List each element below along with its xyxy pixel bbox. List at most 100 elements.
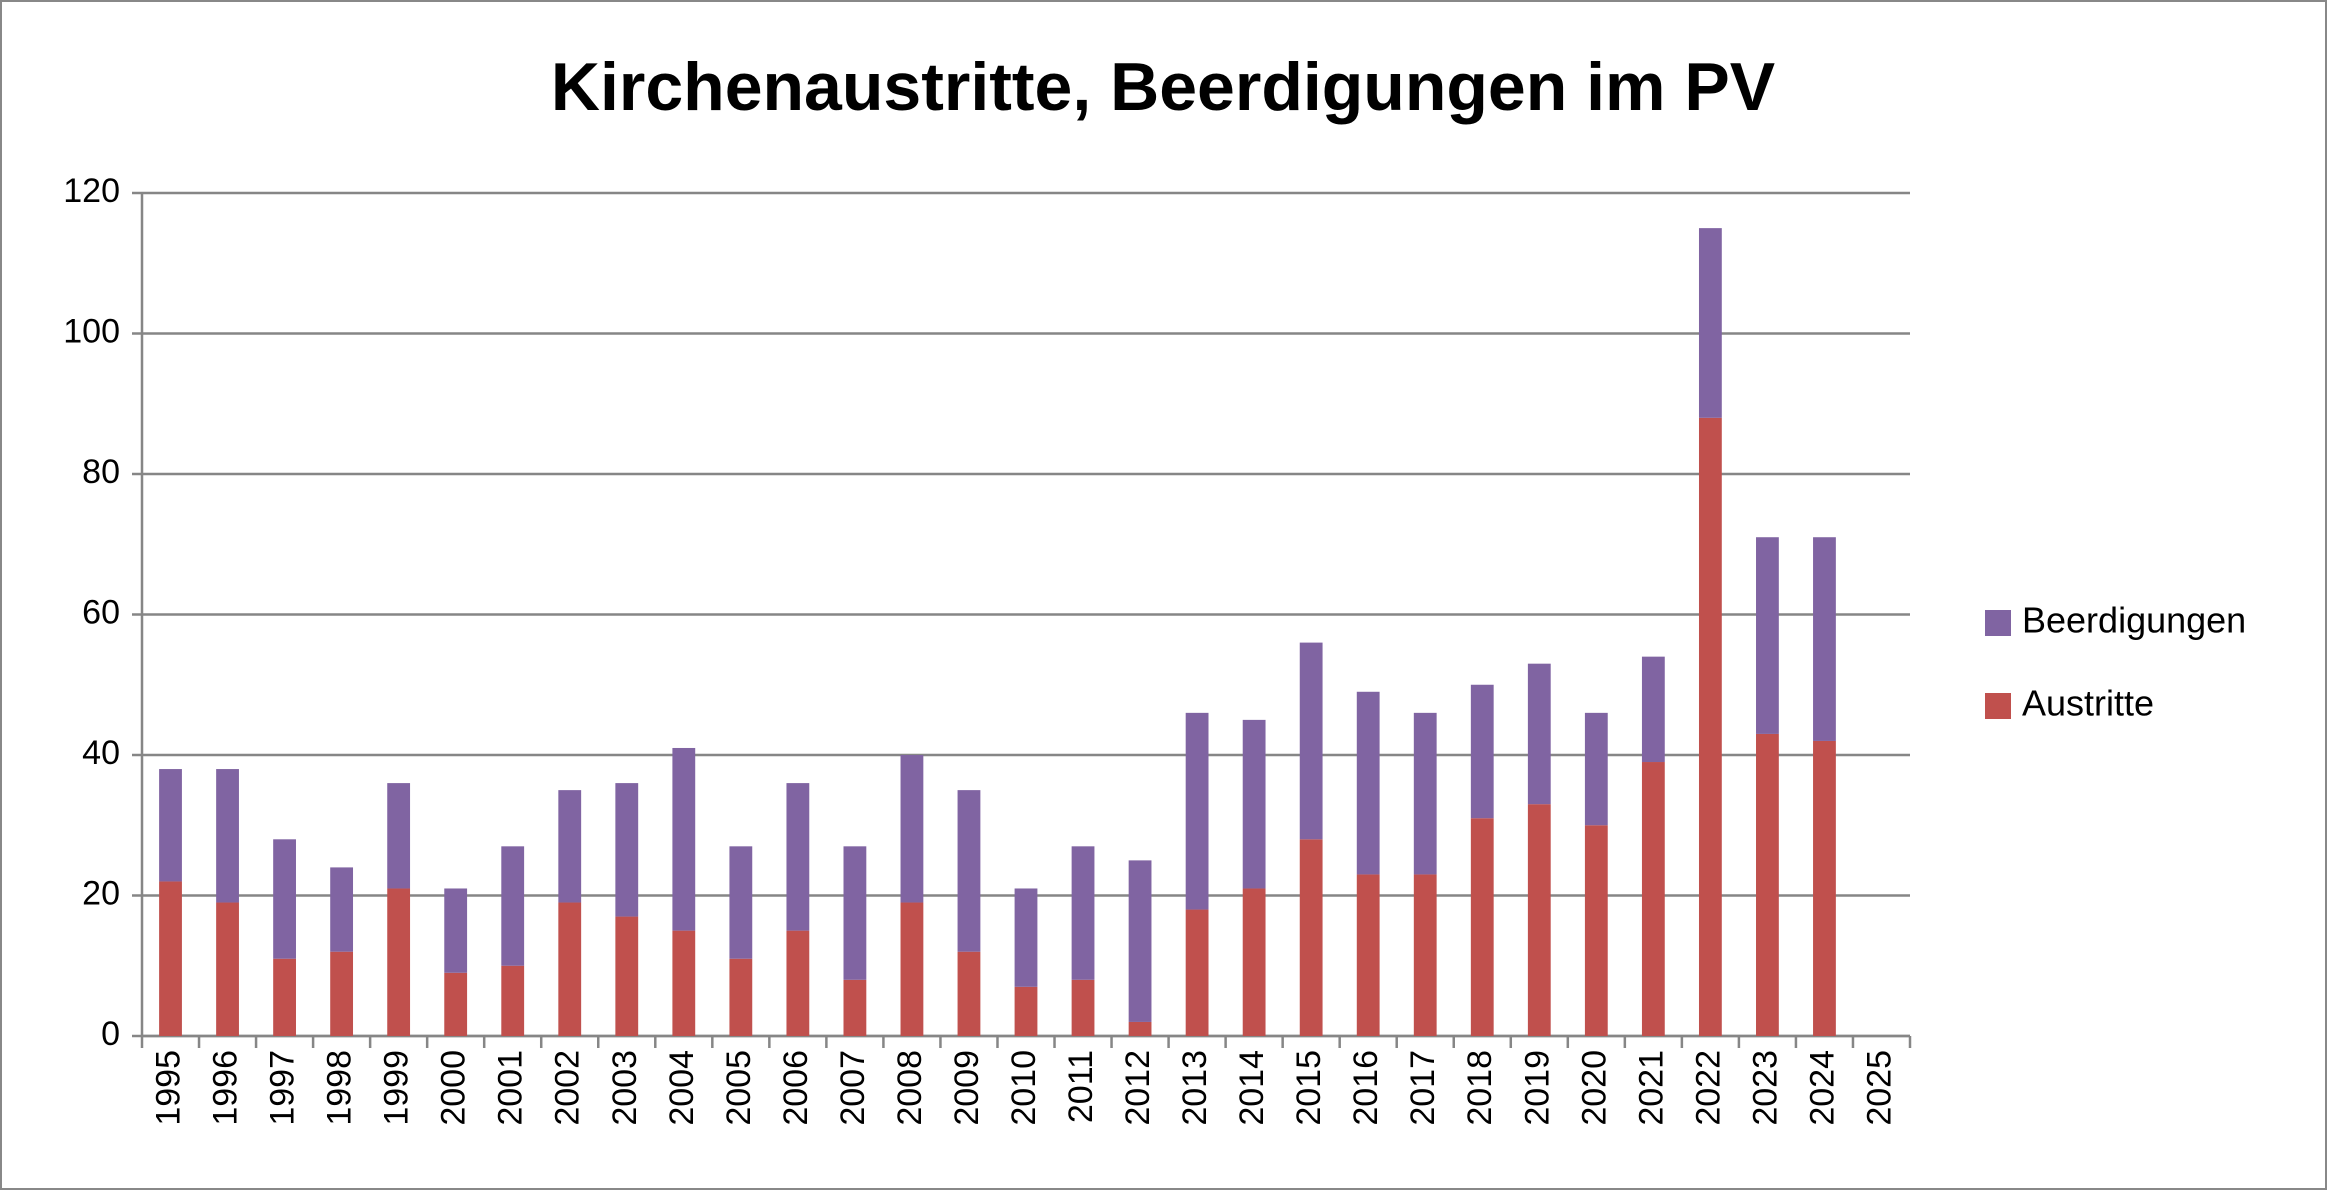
- bar-segment: [1698, 228, 1722, 418]
- bar-segment: [957, 951, 981, 1036]
- bar-segment: [273, 958, 296, 1036]
- x-tick-label: 2001: [492, 1050, 530, 1126]
- bar-segment: [1185, 712, 1209, 910]
- bar-segment: [1185, 909, 1209, 1036]
- x-tick-label: 1995: [150, 1050, 188, 1126]
- x-tick-label: 2021: [1632, 1050, 1670, 1126]
- x-tick-label: 2002: [549, 1050, 587, 1126]
- bar-segment: [1071, 979, 1095, 1036]
- x-tick-label: 2018: [1461, 1050, 1499, 1126]
- bar-segment: [1527, 663, 1551, 805]
- bar-segment: [1584, 712, 1608, 826]
- bar-segment: [900, 755, 924, 903]
- bar-segment: [729, 846, 753, 959]
- bar-segment: [330, 951, 354, 1036]
- legend-label: Beerdigungen: [2022, 600, 2246, 641]
- x-tick-label: 2009: [948, 1050, 986, 1126]
- x-tick-label: 2000: [435, 1050, 473, 1126]
- x-tick-label: 1997: [264, 1050, 302, 1126]
- bar-segment: [1242, 719, 1266, 889]
- x-tick-label: 1999: [378, 1050, 416, 1126]
- y-tick-label: 0: [101, 1015, 120, 1053]
- x-tick-label: 2012: [1119, 1050, 1157, 1126]
- bar-segment: [1299, 839, 1323, 1036]
- bar-segment: [1413, 874, 1437, 1036]
- bar-segment: [1128, 860, 1152, 1022]
- y-tick-label: 20: [82, 874, 120, 912]
- x-tick-label: 2003: [606, 1050, 644, 1126]
- bar-segment: [1356, 691, 1380, 875]
- x-tick-label: 2025: [1860, 1050, 1898, 1126]
- bar-segment: [1756, 733, 1779, 1036]
- bar-segment: [330, 867, 354, 952]
- bar-segment: [729, 958, 753, 1036]
- x-tick-label: 2005: [720, 1050, 758, 1126]
- bar-segment: [159, 769, 182, 882]
- x-tick-label: 2010: [1005, 1050, 1043, 1126]
- x-tick-label: 1998: [321, 1050, 359, 1126]
- legend-label: Austritte: [2022, 683, 2154, 724]
- chart-title: Kirchenaustritte, Beerdigungen im PV: [551, 49, 1775, 125]
- y-tick-label: 100: [63, 312, 120, 350]
- bar-segment: [387, 888, 411, 1036]
- bar-segment: [843, 979, 867, 1036]
- bar-segment: [1128, 1021, 1152, 1036]
- y-tick-label: 120: [63, 172, 120, 210]
- bar-segment: [1698, 417, 1722, 1036]
- x-tick-label: 2008: [891, 1050, 929, 1126]
- bar-segment: [1014, 986, 1038, 1036]
- bar-segment: [672, 930, 696, 1036]
- bar-segment: [786, 783, 810, 931]
- bar-segment: [1756, 537, 1779, 734]
- y-tick-label: 40: [82, 734, 120, 772]
- x-tick-label: 1996: [207, 1050, 245, 1126]
- bar-segment: [1071, 846, 1095, 980]
- bar-segment: [558, 790, 582, 903]
- bar-segment: [1413, 712, 1437, 875]
- bar-segment: [444, 888, 468, 973]
- legend-swatch: [1985, 693, 2011, 719]
- x-tick-label: 2020: [1575, 1050, 1613, 1126]
- x-tick-label: 2015: [1290, 1050, 1328, 1126]
- bar-segment: [159, 881, 182, 1036]
- bar-segment: [216, 902, 239, 1036]
- bar-segment: [615, 783, 639, 917]
- bar-segment: [1014, 888, 1038, 987]
- x-tick-label: 2014: [1233, 1050, 1271, 1126]
- legend-swatch: [1985, 610, 2011, 636]
- x-tick-label: 2011: [1062, 1050, 1100, 1123]
- x-tick-label: 2013: [1176, 1050, 1214, 1126]
- bar-segment: [273, 839, 296, 959]
- bar-segment: [1641, 656, 1665, 763]
- bar-segment: [1813, 537, 1836, 741]
- bar-segment: [1584, 825, 1608, 1036]
- bar-segment: [1299, 642, 1323, 840]
- bar-segment: [387, 783, 411, 889]
- bar-segment: [1242, 888, 1266, 1036]
- bar-segment: [501, 965, 525, 1036]
- bar-segment: [672, 747, 696, 931]
- bar-segment: [1470, 684, 1494, 819]
- x-tick-label: 2004: [663, 1050, 701, 1126]
- bar-segment: [615, 916, 639, 1036]
- bar-segment: [1470, 818, 1494, 1036]
- x-tick-label: 2019: [1518, 1050, 1556, 1126]
- bar-segment: [1641, 762, 1665, 1036]
- x-tick-label: 2022: [1689, 1050, 1727, 1126]
- bar-segment: [1527, 804, 1551, 1036]
- x-tick-label: 2017: [1404, 1050, 1442, 1126]
- y-tick-label: 60: [82, 593, 120, 631]
- bar-segment: [444, 972, 468, 1036]
- bar-segment: [216, 769, 239, 903]
- bar-segment: [843, 846, 867, 980]
- bar-segment: [558, 902, 582, 1036]
- x-tick-label: 2016: [1347, 1050, 1385, 1126]
- x-tick-label: 2023: [1746, 1050, 1784, 1126]
- x-tick-label: 2007: [834, 1050, 872, 1126]
- y-tick-label: 80: [82, 453, 120, 491]
- x-tick-label: 2006: [777, 1050, 815, 1126]
- bar-segment: [1356, 874, 1380, 1036]
- bar-segment: [957, 790, 981, 952]
